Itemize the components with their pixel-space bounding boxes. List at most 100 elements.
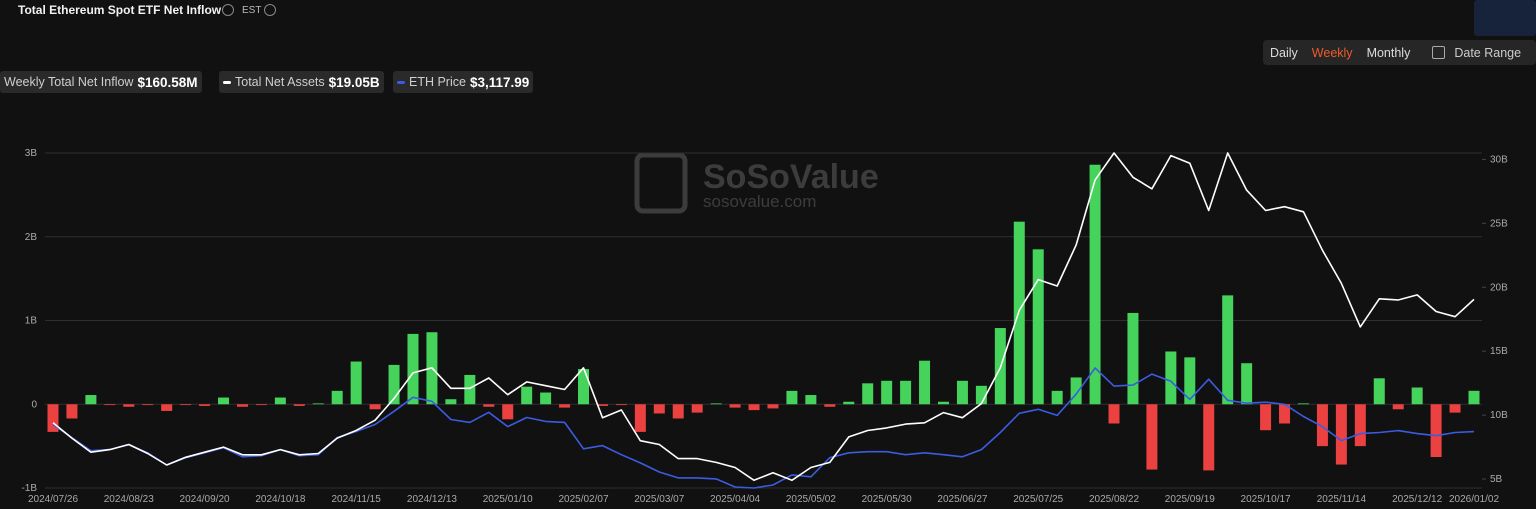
legend-marker [397,80,405,84]
bar [142,404,154,406]
y-tick-label: 0 [31,399,37,410]
bar [1146,404,1158,470]
date-range-button[interactable]: Date Range [1425,46,1528,60]
bar [1108,404,1120,424]
bar [521,386,533,405]
legend-label: Weekly Total Net Inflow [4,75,134,89]
bar [881,380,893,405]
legend-value: $19.05B [328,74,380,90]
bar [407,333,419,405]
bar [1165,351,1177,405]
x-tick-label: 2025/10/17 [1241,494,1291,505]
legend-item: Total Net Assets $19.05B [219,71,384,93]
bar [199,404,211,406]
x-tick-label: 2025/04/04 [710,494,760,505]
x-tick-label: 2025/07/25 [1013,494,1063,505]
legend-marker [223,80,231,84]
watermark-url: sosovalue.com [703,192,816,211]
bar [1392,404,1404,410]
bar [1430,404,1442,458]
bar [1203,404,1215,471]
page-title: Total Ethereum Spot ETF Net Inflow [18,3,222,17]
bar [1297,403,1309,405]
bar [1013,221,1025,405]
bar [1070,377,1082,405]
y-tick-label: 2B [25,232,38,243]
y-tick-label: 3B [25,148,38,159]
bar [975,385,987,405]
bar [483,404,495,407]
bar [748,404,760,411]
bar [293,404,305,406]
info-icon[interactable] [264,4,276,16]
bar [1127,312,1139,405]
line [52,152,1475,482]
timezone: EST [242,5,262,16]
bar [47,404,59,432]
x-tick-label: 2025/12/12 [1392,494,1442,505]
bar [1089,164,1101,405]
bar [729,404,741,408]
interval-button[interactable]: Daily [1270,45,1298,60]
y2-tick-label: 15B [1490,346,1508,357]
bar [502,404,514,420]
x-tick-label: 2024/07/26 [28,494,78,505]
interval-button[interactable]: Monthly [1366,45,1411,60]
x-tick-label: 2024/12/13 [407,494,457,505]
bar [445,399,457,405]
corner-logo [1474,0,1536,36]
x-tick-label: 2025/05/30 [862,494,912,505]
bar [66,404,78,419]
bar [312,403,324,405]
bar [767,404,779,409]
legend-label: Total Net Assets [235,75,325,89]
x-tick-label: 2025/06/27 [937,494,987,505]
bar [559,404,571,408]
x-tick-label: 2025/02/07 [558,494,608,505]
bar [1449,404,1461,413]
bar [1411,387,1423,405]
bar [1335,404,1347,465]
y2-tick-label: 30B [1490,154,1508,165]
bar [85,395,97,405]
x-tick-label: 2026/01/02 [1449,494,1499,505]
bar [255,404,267,406]
bar [1222,295,1234,405]
x-tick-label: 2024/11/15 [331,494,381,505]
legend-item: Weekly Total Net Inflow $160.58M [0,71,202,93]
bar [104,404,116,406]
bar [843,401,855,405]
bar [672,404,684,419]
bar [1184,357,1196,405]
x-tick-label: 2025/03/07 [634,494,684,505]
legend-value: $160.58M [137,74,198,90]
legend-label: ETH Price [409,75,466,89]
bar [218,397,230,405]
y-tick-label: -1B [21,483,37,494]
bar [1316,404,1328,447]
bar [388,364,400,405]
x-tick-label: 2025/01/10 [483,494,533,505]
interval-controls: Daily Weekly Monthly Date Range [1263,40,1536,65]
info-icon[interactable] [222,4,234,16]
bar [710,403,722,405]
date-range-label: Date Range [1454,45,1522,60]
bar [862,383,874,405]
x-tick-label: 2025/08/22 [1089,494,1139,505]
calendar-icon [1432,46,1446,59]
bar [615,404,627,406]
bar [824,404,836,407]
bar [900,380,912,405]
y2-tick-label: 20B [1490,282,1508,293]
interval-button[interactable]: Weekly [1311,45,1353,60]
bar [919,360,931,405]
x-tick-label: 2025/11/14 [1317,494,1367,505]
x-tick-label: 2025/09/19 [1165,494,1215,505]
y2-tick-label: 5B [1490,474,1503,485]
bar [596,404,608,406]
bar [464,374,476,405]
bar [1373,378,1385,405]
legend-value: $3,117.99 [469,74,530,90]
x-tick-label: 2025/05/02 [786,494,836,505]
legend-item: ETH Price $3,117.99 [393,71,534,93]
